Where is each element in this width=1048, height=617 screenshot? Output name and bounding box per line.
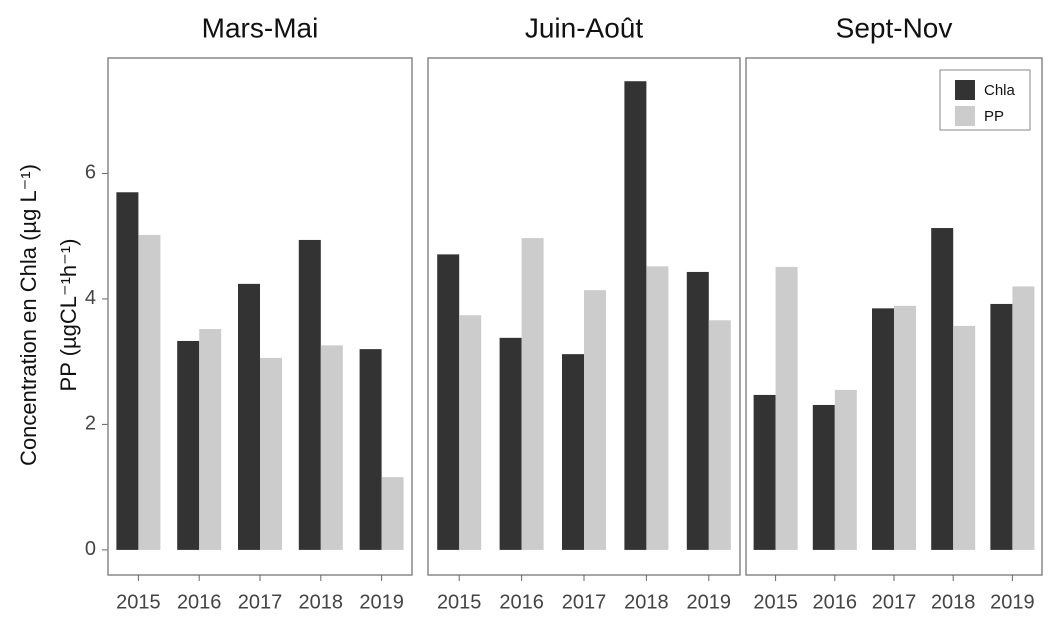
- bar: [177, 340, 200, 550]
- bar: [953, 325, 976, 550]
- x-tick-label: 2017: [562, 591, 607, 613]
- bar: [499, 337, 522, 550]
- legend-swatch: [955, 80, 975, 100]
- bar: [834, 389, 857, 550]
- bar: [872, 308, 894, 550]
- x-tick-label: 2019: [687, 591, 732, 613]
- legend-label: Chla: [984, 82, 1016, 99]
- bar: [138, 234, 161, 550]
- bar: [437, 254, 460, 550]
- bar: [320, 345, 343, 550]
- bar: [1012, 286, 1035, 550]
- bar: [562, 354, 584, 550]
- x-tick-label: 2019: [359, 591, 404, 613]
- bar: [260, 357, 282, 550]
- x-tick-label: 2017: [872, 591, 917, 613]
- y-tick-label: 0: [85, 538, 96, 560]
- bar: [116, 192, 139, 550]
- x-tick-label: 2015: [753, 591, 798, 613]
- x-tick-label: 2016: [177, 591, 222, 613]
- bar: [931, 228, 954, 550]
- bar: [381, 477, 404, 550]
- bar: [584, 290, 606, 550]
- bar: [199, 329, 222, 550]
- x-tick-label: 2018: [931, 591, 976, 613]
- panel-title: Sept-Nov: [836, 12, 953, 43]
- bar: [686, 271, 709, 550]
- x-tick-label: 2019: [990, 591, 1035, 613]
- x-tick-label: 2016: [499, 591, 544, 613]
- bar: [708, 320, 731, 550]
- x-tick-label: 2017: [238, 591, 283, 613]
- y-axis-label: PP (µgCL⁻¹h⁻¹): [56, 239, 81, 392]
- bar: [238, 283, 260, 550]
- bar: [459, 315, 482, 550]
- bar: [990, 303, 1013, 550]
- x-tick-label: 2018: [624, 591, 669, 613]
- legend-label: PP: [984, 108, 1004, 125]
- bar: [775, 266, 798, 550]
- panel-title: Juin-Août: [525, 12, 644, 43]
- bar: [359, 349, 382, 550]
- bar: [646, 266, 669, 550]
- panel-title: Mars-Mai: [202, 12, 319, 43]
- y-tick-label: 4: [85, 287, 96, 309]
- bar: [298, 239, 321, 550]
- y-tick-label: 2: [85, 413, 96, 435]
- bar: [624, 81, 647, 550]
- bar: [812, 404, 835, 550]
- y-tick-label: 6: [85, 162, 96, 184]
- bar: [753, 394, 776, 550]
- bar: [894, 305, 916, 550]
- legend-swatch: [955, 106, 975, 126]
- x-tick-label: 2016: [813, 591, 858, 613]
- x-tick-label: 2015: [437, 591, 482, 613]
- x-tick-label: 2015: [116, 591, 161, 613]
- bar: [521, 238, 544, 550]
- y-axis-label: Concentration en Chla (µg L⁻¹): [16, 164, 41, 466]
- x-tick-label: 2018: [299, 591, 344, 613]
